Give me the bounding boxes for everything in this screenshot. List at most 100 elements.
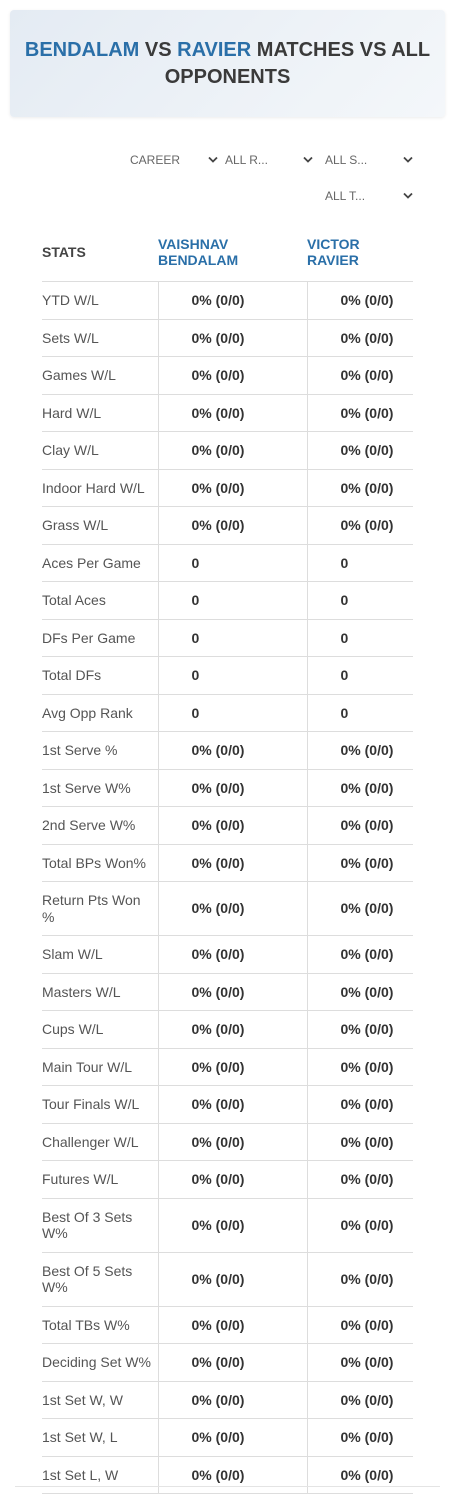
stat-row: 1st Set L, W 0% (0/0) 0% (0/0) — [42, 1456, 413, 1494]
stat-value: 0 — [157, 619, 307, 657]
player2-name[interactable]: RAVIER — [177, 38, 252, 61]
column-header[interactable]: VICTOR RAVIER — [307, 222, 413, 282]
player1-name[interactable]: BENDALAM — [24, 38, 140, 61]
stat-row: Avg Opp Rank 0 0 — [42, 694, 413, 732]
stat-value: 0% (0/0) — [306, 394, 413, 432]
stat-value: 0% (0/0) — [157, 1048, 307, 1086]
stat-row: Return Pts Won % 0% (0/0) 0% (0/0) — [42, 881, 413, 936]
filter-label: ALL T... — [325, 189, 366, 203]
chevron — [303, 156, 313, 163]
stat-value: 0% (0/0) — [157, 844, 307, 882]
stat-value: 0% (0/0) — [157, 806, 307, 845]
chevron — [208, 156, 218, 163]
stats-table: STATS VAISHNAV BENDALAM VICTOR RAVIER YT… — [42, 222, 413, 1494]
stat-row: 1st Serve % 0% (0/0) 0% (0/0) — [42, 731, 413, 770]
stat-row: Total BPs Won% 0% (0/0) 0% (0/0) — [42, 844, 413, 882]
stat-label: Deciding Set W% — [42, 1343, 158, 1382]
stat-value: 0 — [306, 694, 413, 732]
stat-value: 0% (0/0) — [306, 1123, 413, 1161]
stat-label: Slam W/L — [42, 935, 158, 974]
stat-value: 0% (0/0) — [306, 319, 413, 357]
stat-label: 1st Serve % — [42, 731, 158, 770]
stat-label: Avg Opp Rank — [42, 694, 158, 732]
stat-value: 0% (0/0) — [157, 394, 307, 432]
stat-value: 0% (0/0) — [306, 1418, 413, 1457]
stat-value: 0% (0/0) — [157, 1306, 307, 1344]
stat-value: 0% (0/0) — [306, 1048, 413, 1086]
stat-value: 0 — [157, 581, 307, 620]
stat-row: Best Of 3 Sets W% 0% (0/0) 0% (0/0) — [42, 1198, 413, 1253]
stat-value: 0% (0/0) — [157, 973, 307, 1011]
column-header[interactable]: VAISHNAV BENDALAM — [158, 222, 307, 282]
stat-value: 0% (0/0) — [157, 935, 307, 974]
stat-value: 0% (0/0) — [306, 1160, 413, 1199]
stat-value: 0% (0/0) — [306, 469, 413, 507]
filter-dropdown[interactable]: ALL S... — [325, 150, 413, 170]
stat-label: DFs Per Game — [42, 619, 158, 657]
stat-label: Tour Finals W/L — [42, 1085, 158, 1124]
stat-row: Total DFs 0 0 — [42, 656, 413, 695]
filter-dropdown[interactable]: ALL T... — [325, 186, 413, 206]
stat-value: 0 — [157, 544, 307, 582]
stat-label: 1st Set W, W — [42, 1381, 158, 1419]
stat-row: Best Of 5 Sets W% 0% (0/0) 0% (0/0) — [42, 1252, 413, 1307]
stat-value: 0% (0/0) — [306, 1456, 413, 1494]
stat-value: 0% (0/0) — [157, 1123, 307, 1161]
stat-value: 0% (0/0) — [157, 881, 307, 936]
stat-row: Total Aces 0 0 — [42, 581, 413, 620]
stat-value: 0% (0/0) — [157, 1381, 307, 1419]
stat-value: 0% (0/0) — [306, 281, 413, 320]
stat-row: Deciding Set W% 0% (0/0) 0% (0/0) — [42, 1343, 413, 1382]
stat-row: YTD W/L 0% (0/0) 0% (0/0) — [42, 281, 413, 320]
stat-label: Best Of 5 Sets W% — [42, 1252, 158, 1307]
stat-value: 0% (0/0) — [157, 1343, 307, 1382]
stat-value: 0% (0/0) — [306, 844, 413, 882]
stat-value: 0% (0/0) — [306, 356, 413, 395]
stat-row: Total TBs W% 0% (0/0) 0% (0/0) — [42, 1306, 413, 1344]
column-header: STATS — [42, 222, 158, 282]
stat-value: 0% (0/0) — [306, 431, 413, 470]
stat-row: Sets W/L 0% (0/0) 0% (0/0) — [42, 319, 413, 357]
stat-value: 0% (0/0) — [306, 1252, 413, 1307]
title-vs: VS — [144, 38, 172, 61]
stat-label: Aces Per Game — [42, 544, 158, 582]
stat-row: Indoor Hard W/L 0% (0/0) 0% (0/0) — [42, 469, 413, 507]
stat-value: 0 — [157, 656, 307, 695]
stat-label: Total BPs Won% — [42, 844, 158, 882]
title-rest: MATCHES VS ALL OPPONENTS — [164, 38, 431, 88]
header-card: BENDALAM VS RAVIER MATCHES VS ALL OPPONE… — [10, 10, 445, 117]
stat-label: 2nd Serve W% — [42, 806, 158, 845]
stat-label: Best Of 3 Sets W% — [42, 1198, 158, 1253]
stat-row: Clay W/L 0% (0/0) 0% (0/0) — [42, 431, 413, 470]
player-link[interactable]: VICTOR RAVIER — [307, 235, 360, 268]
stat-value: 0% (0/0) — [306, 881, 413, 936]
stat-label: Sets W/L — [42, 319, 158, 357]
stat-value: 0% (0/0) — [306, 731, 413, 770]
stat-value: 0% (0/0) — [157, 469, 307, 507]
stat-label: Cups W/L — [42, 1010, 158, 1049]
stat-value: 0% (0/0) — [157, 319, 307, 357]
stat-value: 0% (0/0) — [306, 806, 413, 845]
stat-label: Return Pts Won % — [42, 881, 158, 936]
stat-label: Grass W/L — [42, 506, 158, 545]
stat-value: 0% (0/0) — [157, 731, 307, 770]
stat-value: 0% (0/0) — [306, 506, 413, 545]
stat-value: 0% (0/0) — [157, 1010, 307, 1049]
chevron — [403, 156, 413, 163]
stat-value: 0% (0/0) — [157, 1160, 307, 1199]
filter-dropdown[interactable]: ALL R... — [225, 150, 313, 170]
stat-value: 0% (0/0) — [306, 935, 413, 974]
stat-row: Cups W/L 0% (0/0) 0% (0/0) — [42, 1010, 413, 1049]
filter-dropdown[interactable]: CAREER — [130, 150, 218, 170]
stat-row: 2nd Serve W% 0% (0/0) 0% (0/0) — [42, 806, 413, 845]
title: BENDALAM VS RAVIER MATCHES VS ALL OPPONE… — [23, 37, 433, 91]
stat-label: Main Tour W/L — [42, 1048, 158, 1086]
stat-label: 1st Serve W% — [42, 769, 158, 807]
stat-value: 0% (0/0) — [306, 1198, 413, 1253]
stat-value: 0% (0/0) — [306, 1381, 413, 1419]
stat-row: Games W/L 0% (0/0) 0% (0/0) — [42, 356, 413, 395]
stat-label: YTD W/L — [42, 281, 158, 320]
stat-label: Total DFs — [42, 656, 158, 695]
player-link[interactable]: VAISHNAV BENDALAM — [158, 235, 239, 268]
